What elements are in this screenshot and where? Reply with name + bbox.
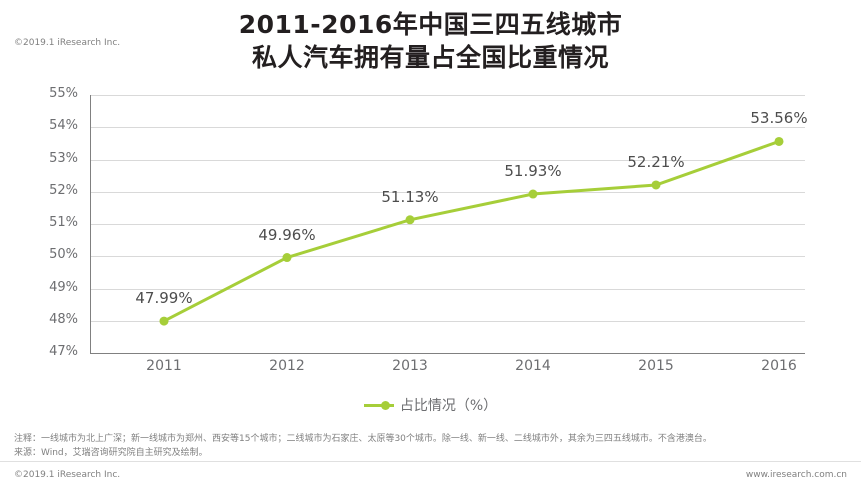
gridline — [90, 224, 805, 225]
y-axis-tick-label: 52% — [49, 182, 78, 198]
data-point — [528, 189, 538, 199]
footer-copyright: ©2019.1 iResearch Inc. — [14, 470, 121, 480]
gridline — [90, 159, 805, 161]
page-title: 2011-2016年中国三四五线城市 私人汽车拥有量占全国比重情况 — [0, 8, 861, 74]
y-axis-tick-label: 50% — [49, 247, 78, 263]
y-axis-tick-label: 55% — [49, 86, 78, 101]
note-line-1: 注释：一线城市为北上广深；新一线城市为郑州、西安等15个城市；二线城市为石家庄、… — [14, 434, 712, 444]
data-point — [405, 215, 415, 225]
x-axis-tick-label: 2012 — [269, 358, 305, 374]
title-line-1: 2011-2016年中国三四五线城市 — [238, 10, 623, 39]
data-point — [651, 180, 661, 190]
gridline — [90, 288, 805, 290]
title-line-2: 私人汽车拥有量占全国比重情况 — [251, 43, 609, 72]
data-point — [774, 136, 784, 146]
note-line-2: 来源：Wind，艾瑞咨询研究院自主研究及绘制。 — [14, 448, 208, 458]
data-point-label: 47.99% — [135, 289, 193, 308]
legend-line-swatch — [363, 403, 394, 407]
gridline — [90, 191, 805, 193]
y-axis-tick-label: 54% — [49, 118, 78, 134]
x-axis-tick-label: 2011 — [146, 358, 182, 374]
watermark-copyright: ©2019.1 iResearch Inc. — [14, 38, 121, 48]
line-chart: 47% 48% 49% 50% 51% 52% 53% 54% 55% 47.99% 49.96%… — [0, 86, 861, 385]
footer-site: www.iresearch.com.cn — [745, 470, 847, 480]
data-point-label: 53.56% — [750, 109, 808, 128]
y-axis-line — [90, 95, 91, 353]
gridline — [90, 127, 805, 129]
chart-notes: 注释：一线城市为北上广深；新一线城市为郑州、西安等15个城市；二线城市为石家庄、… — [14, 432, 712, 460]
x-axis-line — [90, 353, 805, 354]
x-axis-tick-label: 2015 — [638, 358, 674, 374]
y-axis-tick-label: 47% — [49, 344, 78, 359]
y-axis-tick-label: 48% — [49, 311, 78, 327]
series-plot — [159, 136, 784, 326]
gridline — [90, 256, 805, 258]
x-axis-tick-label: 2014 — [515, 358, 551, 374]
data-point — [282, 253, 292, 263]
chart-legend: 占比情况（%） — [0, 395, 861, 415]
y-axis-tick-label: 51% — [49, 215, 78, 230]
gridline — [90, 320, 805, 322]
data-point — [159, 316, 169, 326]
data-point-label: 51.93% — [504, 162, 562, 180]
legend-label: 占比情况（%） — [399, 398, 498, 414]
y-axis-tick-label: 49% — [49, 279, 78, 295]
data-point-label: 51.13% — [381, 187, 439, 206]
x-axis-tick-label: 2013 — [392, 358, 428, 374]
gridline — [90, 95, 805, 96]
y-axis-tick-label: 53% — [49, 150, 78, 166]
series-line — [163, 140, 780, 323]
footer-bar: ©2019.1 iResearch Inc. www.iresearch.com… — [0, 461, 861, 490]
x-axis-tick-label: 2016 — [761, 358, 797, 374]
data-point-label: 49.96% — [258, 225, 316, 244]
data-point-label: 52.21% — [627, 152, 685, 171]
